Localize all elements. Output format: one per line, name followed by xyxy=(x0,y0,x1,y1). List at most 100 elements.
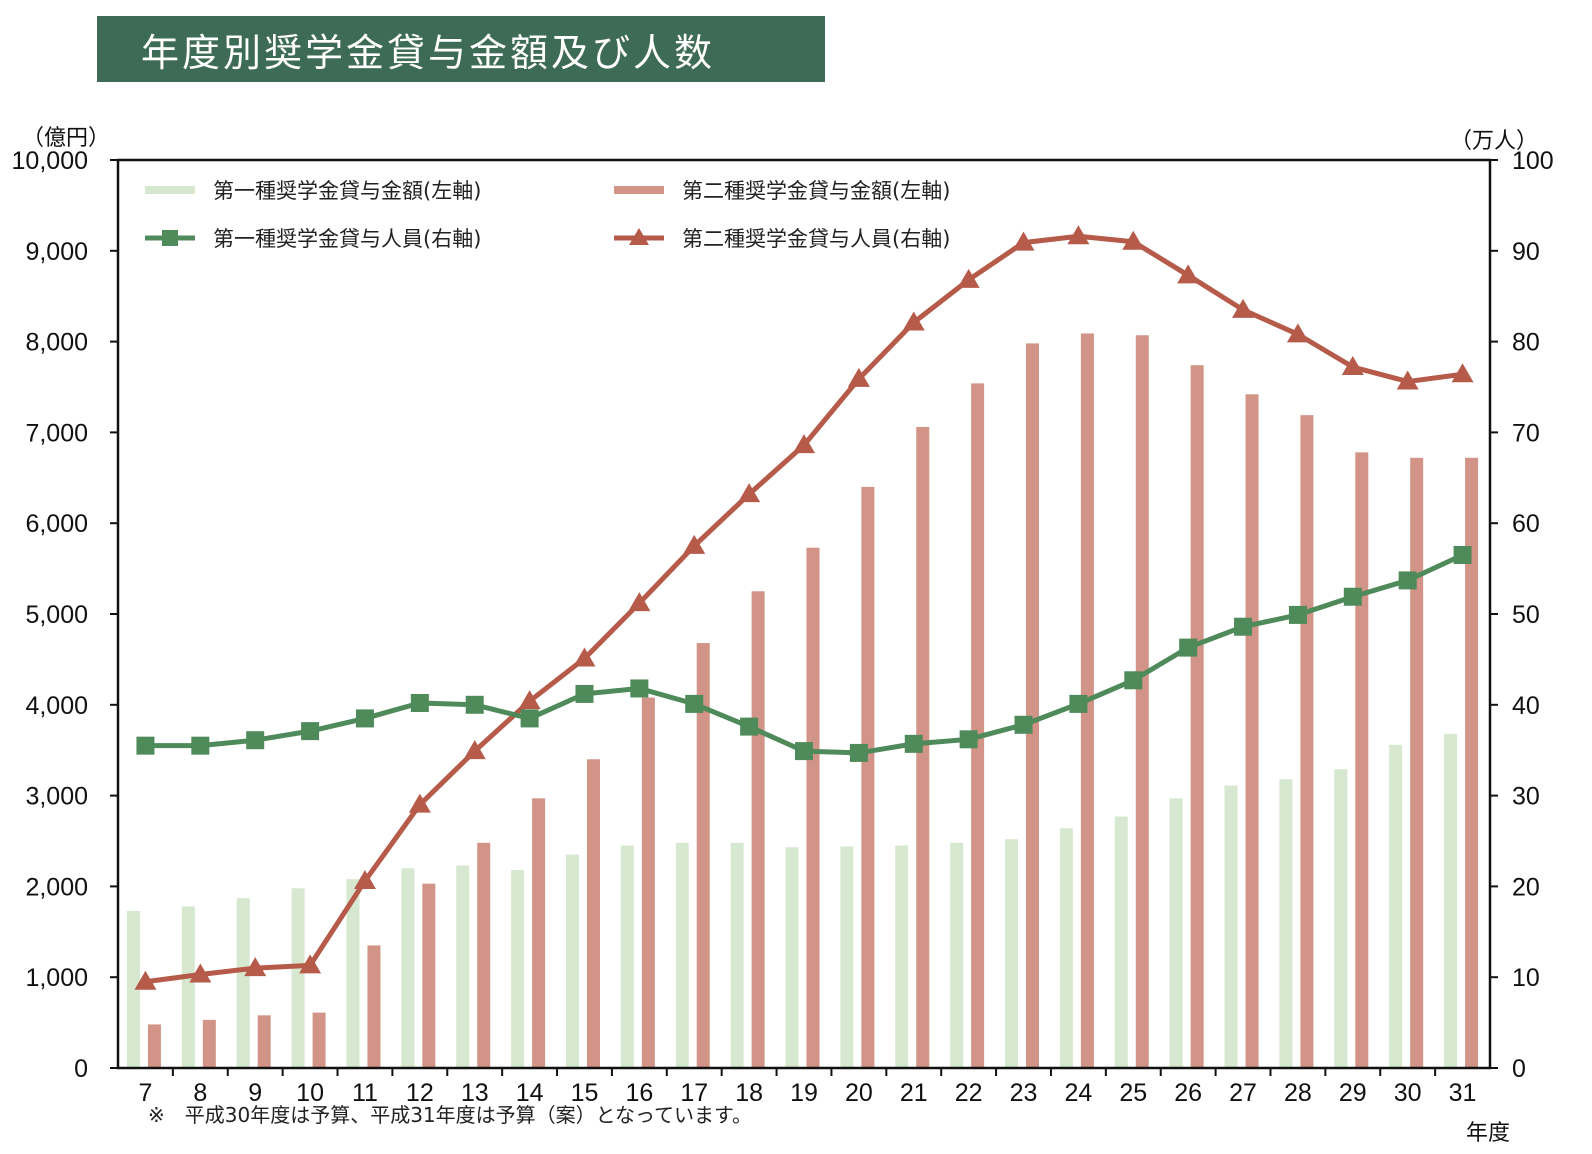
left-tick-label: 1,000 xyxy=(25,964,88,992)
right-tick-label: 50 xyxy=(1512,601,1540,629)
x-tick-label: 25 xyxy=(1119,1079,1147,1107)
x-tick-label: 17 xyxy=(680,1079,708,1107)
type2-amount-bar-14 xyxy=(532,798,546,1068)
type2-amount-bar-18 xyxy=(751,591,765,1068)
type1-people-point-16 xyxy=(630,679,649,698)
right-tick-label: 60 xyxy=(1512,510,1540,538)
legend-type2-people: 第二種奨学金貸与人員(右軸) xyxy=(614,227,950,251)
left-tick-label: 0 xyxy=(74,1055,88,1083)
type2-amount-bar-15 xyxy=(586,759,600,1068)
legend-type1-people: 第一種奨学金貸与人員(右軸) xyxy=(145,227,481,251)
type1-amount-bar-21 xyxy=(895,845,909,1068)
legend-type2-amount-swatch xyxy=(614,186,664,194)
x-tick-label: 24 xyxy=(1064,1079,1092,1107)
x-tick-label: 15 xyxy=(571,1079,599,1107)
legend-type1-amount-swatch xyxy=(145,186,195,194)
legend: 第一種奨学金貸与金額(左軸) 第二種奨学金貸与金額(左軸) 第一種奨学金貸与人員(右… xyxy=(145,179,950,251)
type1-amount-bar-17 xyxy=(675,842,689,1068)
type2-people-point-24 xyxy=(1067,225,1090,245)
type2-people-point-17 xyxy=(683,534,706,554)
type1-people-line xyxy=(145,552,1464,756)
type1-people-point-12 xyxy=(410,693,429,712)
type2-amount-bar-10 xyxy=(312,1012,326,1068)
x-tick-label: 16 xyxy=(625,1079,653,1107)
x-axis: 7 8 9 10 11 12 13 14 15 16 17 18 19 20 21 22 23 24 25 26 27 2… xyxy=(138,1068,1476,1107)
type1-amount-bar-31 xyxy=(1444,733,1458,1068)
type2-people-point-11 xyxy=(353,869,376,889)
type2-people-point-8 xyxy=(189,963,212,983)
chart-title: 年度別奨学金貸与金額及び人数 xyxy=(97,16,825,82)
right-axis-unit: （万人） xyxy=(1450,129,1538,154)
x-tick-label: 8 xyxy=(193,1079,207,1107)
right-tick-label: 90 xyxy=(1512,238,1540,266)
x-tick-label: 12 xyxy=(406,1079,434,1107)
type2-amount-bar-11 xyxy=(367,945,381,1068)
type2-people-point-14 xyxy=(518,690,541,710)
type1-people-point-10 xyxy=(301,722,320,741)
type2-amount-bar-13 xyxy=(477,842,491,1068)
type1-amount-bar-9 xyxy=(236,898,250,1068)
type2-amount-bar-28 xyxy=(1300,415,1314,1068)
type2-people-point-23 xyxy=(1012,231,1035,251)
type1-amount-bar-11 xyxy=(346,879,360,1068)
type1-amount-bar-18 xyxy=(730,842,744,1068)
type2-people-line xyxy=(145,233,1463,985)
type1-people-point-15 xyxy=(575,684,594,703)
type1-people-point-25 xyxy=(1124,671,1143,690)
x-tick-label: 20 xyxy=(845,1079,873,1107)
type2-amount-bar-27 xyxy=(1245,394,1259,1068)
x-axis-label: 年度 xyxy=(1466,1121,1510,1146)
x-tick-label: 13 xyxy=(461,1079,489,1107)
type1-amount-bar-14 xyxy=(511,870,525,1068)
legend-type2-amount-label: 第二種奨学金貸与金額(左軸) xyxy=(682,179,950,203)
type1-people-point-24 xyxy=(1069,694,1088,713)
left-tick-label: 4,000 xyxy=(25,692,88,720)
type1-people-point-26 xyxy=(1179,638,1198,657)
right-tick-label: 100 xyxy=(1512,147,1554,175)
legend-type1-amount: 第一種奨学金貸与金額(左軸) xyxy=(145,179,481,203)
x-tick-label: 27 xyxy=(1229,1079,1257,1107)
x-tick-label: 28 xyxy=(1284,1079,1312,1107)
right-tick-label: 0 xyxy=(1512,1055,1526,1083)
legend-type1-people-label: 第一種奨学金貸与人員(右軸) xyxy=(213,227,481,251)
type1-people-point-23 xyxy=(1014,715,1033,734)
type2-amount-bar-25 xyxy=(1135,335,1149,1068)
type2-amount-bar-20 xyxy=(861,486,875,1068)
x-tick-label: 9 xyxy=(248,1079,262,1107)
x-tick-label: 30 xyxy=(1394,1079,1422,1107)
type2-people-point-26 xyxy=(1177,264,1200,284)
type1-amount-bar-8 xyxy=(181,906,195,1068)
x-tick-label: 26 xyxy=(1174,1079,1202,1107)
left-tick-label: 8,000 xyxy=(25,329,88,357)
type2-amount-bar-29 xyxy=(1355,452,1369,1069)
x-tick-label: 22 xyxy=(955,1079,983,1107)
type2-people-point-12 xyxy=(408,793,431,813)
type2-people-point-21 xyxy=(902,311,925,331)
type1-people-point-13 xyxy=(465,695,484,714)
type2-people-point-18 xyxy=(738,483,761,503)
type2-amount-bar-26 xyxy=(1190,365,1204,1068)
type2-people-point-30 xyxy=(1396,370,1419,390)
right-tick-label: 70 xyxy=(1512,419,1540,447)
type1-amount-bar-24 xyxy=(1059,828,1073,1068)
type1-people-point-31 xyxy=(1453,545,1472,564)
right-tick-label: 80 xyxy=(1512,329,1540,357)
type1-amount-bar-28 xyxy=(1279,779,1293,1068)
type2-amount-bar-22 xyxy=(971,383,985,1068)
legend-type2-people-label: 第二種奨学金貸与人員(右軸) xyxy=(682,227,950,251)
type2-people-point-28 xyxy=(1286,323,1309,343)
left-tick-label: 9,000 xyxy=(25,238,88,266)
type1-people-point-30 xyxy=(1398,571,1417,590)
left-axis: 0 1,000 2,000 3,000 4,000 5,000 6,000 7,000 8,00… xyxy=(12,147,118,1083)
right-tick-label: 30 xyxy=(1512,783,1540,811)
type2-people-point-10 xyxy=(299,954,322,974)
type1-people-point-14 xyxy=(520,709,539,728)
type2-amount-bar-8 xyxy=(202,1019,216,1068)
type1-amount-bar-27 xyxy=(1224,785,1238,1068)
type1-people-point-8 xyxy=(191,736,210,755)
type1-amount-bar-23 xyxy=(1005,839,1019,1068)
type1-amount-bar-12 xyxy=(401,868,415,1068)
left-axis-unit: （億円） xyxy=(22,126,110,151)
type1-amount-bar-29 xyxy=(1334,769,1348,1068)
type1-amount-bar-25 xyxy=(1114,816,1128,1068)
